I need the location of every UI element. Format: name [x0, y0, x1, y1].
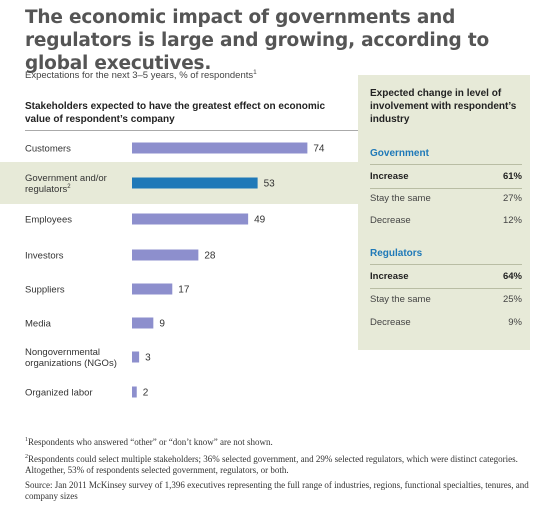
- subtitle-footnote-mark: 1: [253, 69, 257, 76]
- category-label: Organized labor: [25, 388, 93, 399]
- section-divider: [370, 264, 522, 265]
- gov-increase-row: Increase 61%: [370, 166, 522, 188]
- right-panel-background: [358, 75, 530, 350]
- reg-decrease-row: Decrease 9%: [370, 312, 522, 334]
- chart-subtitle: Expectations for the next 3–5 years, % o…: [25, 69, 257, 81]
- footnote-text: Respondents who answered “other” or “don…: [28, 437, 273, 447]
- section-regulators-heading: Regulators: [370, 248, 423, 259]
- section-government-heading: Government: [370, 148, 429, 159]
- row-value: 12%: [502, 215, 522, 226]
- row-divider: [370, 288, 522, 289]
- bar: [132, 213, 249, 225]
- category-label: Nongovernmental organizations (NGOs): [25, 347, 117, 369]
- chart-heading: Stakeholders expected to have the greate…: [25, 101, 326, 125]
- footnotes: 1Respondents who answered “other” or “do…: [25, 435, 530, 506]
- chart-heading-divider: [25, 130, 358, 131]
- bar: [132, 249, 199, 261]
- row-label: Increase: [370, 171, 409, 182]
- footnote-text: Respondents could select multiple stakeh…: [25, 453, 518, 476]
- gov-decrease-row: Decrease 12%: [370, 210, 522, 232]
- data-label: 74: [313, 144, 325, 155]
- reg-stay-row: Stay the same 25%: [370, 289, 522, 311]
- row-label: Decrease: [370, 317, 411, 328]
- data-label: 2: [143, 388, 149, 399]
- data-label: 9: [159, 319, 165, 330]
- page-title: The economic impact of governments and r…: [25, 7, 489, 74]
- reg-increase-row: Increase 64%: [370, 266, 522, 288]
- row-label: Stay the same: [370, 294, 431, 305]
- source-note: Source: Jan 2011 McKinsey survey of 1,39…: [25, 479, 529, 502]
- section-divider: [370, 164, 522, 165]
- bar: [132, 351, 140, 363]
- data-label: 28: [204, 251, 216, 262]
- data-label: 17: [178, 285, 190, 296]
- bar-chart: 74 Customers 53 Government and/or regulators…: [25, 142, 325, 399]
- category-label: Customers: [25, 144, 71, 155]
- row-value: 9%: [508, 317, 522, 328]
- data-label: 53: [264, 179, 276, 190]
- footnote-mark: 1: [25, 437, 28, 443]
- footnote-1: 1Respondents who answered “other” or “do…: [25, 435, 530, 449]
- data-label: 3: [145, 353, 151, 364]
- category-label: Investors: [25, 251, 64, 262]
- row-divider: [370, 188, 522, 189]
- footnote-mark: 2: [25, 453, 28, 460]
- category-label: Suppliers: [25, 285, 65, 296]
- row-value: 27%: [502, 193, 522, 204]
- data-label: 49: [254, 215, 266, 226]
- bar: [132, 283, 173, 295]
- bar: [132, 386, 137, 398]
- bar: [132, 317, 154, 329]
- category-label: Government and/or regulators2: [25, 173, 107, 195]
- footnote-2: 2Respondents could select multiple stake…: [25, 452, 530, 477]
- gov-stay-row: Stay the same 27%: [370, 188, 522, 210]
- row-value: 25%: [502, 294, 522, 305]
- row-value: 64%: [502, 271, 522, 282]
- bar: [132, 177, 258, 189]
- row-value: 61%: [502, 171, 522, 182]
- right-panel-heading: Expected change in level of involvement …: [370, 88, 517, 125]
- subtitle-text: Expectations for the next 3–5 years, % o…: [25, 70, 254, 82]
- bar: [132, 142, 308, 154]
- category-label: Employees: [25, 215, 72, 226]
- row-label: Increase: [370, 271, 409, 282]
- category-label: Media: [25, 319, 52, 330]
- row-label: Stay the same: [370, 193, 431, 204]
- row-label: Decrease: [370, 215, 411, 226]
